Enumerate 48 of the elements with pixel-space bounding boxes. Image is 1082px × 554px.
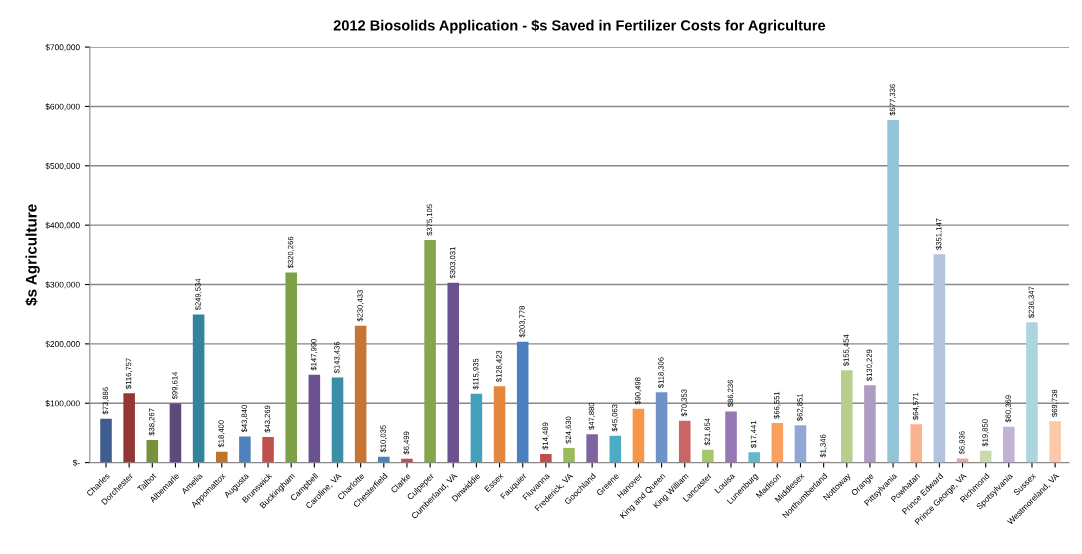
- bar: [354, 325, 367, 463]
- bar: [910, 424, 923, 463]
- bar: [748, 452, 760, 463]
- y-tick-label: $300,000: [45, 281, 80, 289]
- bar: [771, 423, 784, 463]
- bar: [841, 370, 853, 463]
- bar: [146, 439, 159, 463]
- bar: [794, 425, 807, 463]
- bar: [331, 377, 344, 463]
- bar: [192, 314, 205, 463]
- bar: [1003, 426, 1015, 463]
- y-tick-label: $-: [72, 459, 80, 467]
- bar: [169, 403, 182, 463]
- y-axis-title: $s Agriculture: [25, 204, 40, 306]
- bar: [285, 272, 297, 463]
- bar: [586, 434, 598, 463]
- bar: [215, 451, 228, 463]
- bar: [493, 386, 506, 463]
- bar: [887, 119, 899, 463]
- bar: [956, 458, 969, 463]
- bar: [1026, 322, 1038, 463]
- bar: [308, 374, 321, 463]
- bar: [632, 408, 645, 463]
- bar: [563, 447, 575, 463]
- bar: [864, 385, 876, 463]
- y-tick-label: $400,000: [45, 222, 80, 230]
- bar: [262, 436, 274, 463]
- bar: [239, 436, 251, 463]
- bar: [447, 282, 460, 463]
- bar: [100, 418, 112, 463]
- y-tick-label: $200,000: [45, 340, 80, 348]
- bar: [702, 449, 714, 463]
- y-tick-label: $700,000: [45, 43, 80, 52]
- bar: [540, 453, 552, 463]
- y-tick-label: $500,000: [45, 162, 80, 170]
- chart-title: 2012 Biosolids Application - $s Saved in Fertilizer Costs for Agriculture: [333, 19, 826, 34]
- bar: [725, 411, 737, 463]
- bar: [123, 393, 135, 463]
- bar: [470, 393, 483, 463]
- y-tick-label: $600,000: [45, 103, 80, 111]
- bar: [516, 341, 529, 463]
- y-tick-label: $100,000: [45, 400, 80, 408]
- bar: [678, 420, 691, 463]
- bar: [609, 435, 622, 463]
- bar: [424, 239, 436, 463]
- bar: [1049, 421, 1061, 463]
- bar: [655, 392, 668, 463]
- bar: [933, 254, 946, 463]
